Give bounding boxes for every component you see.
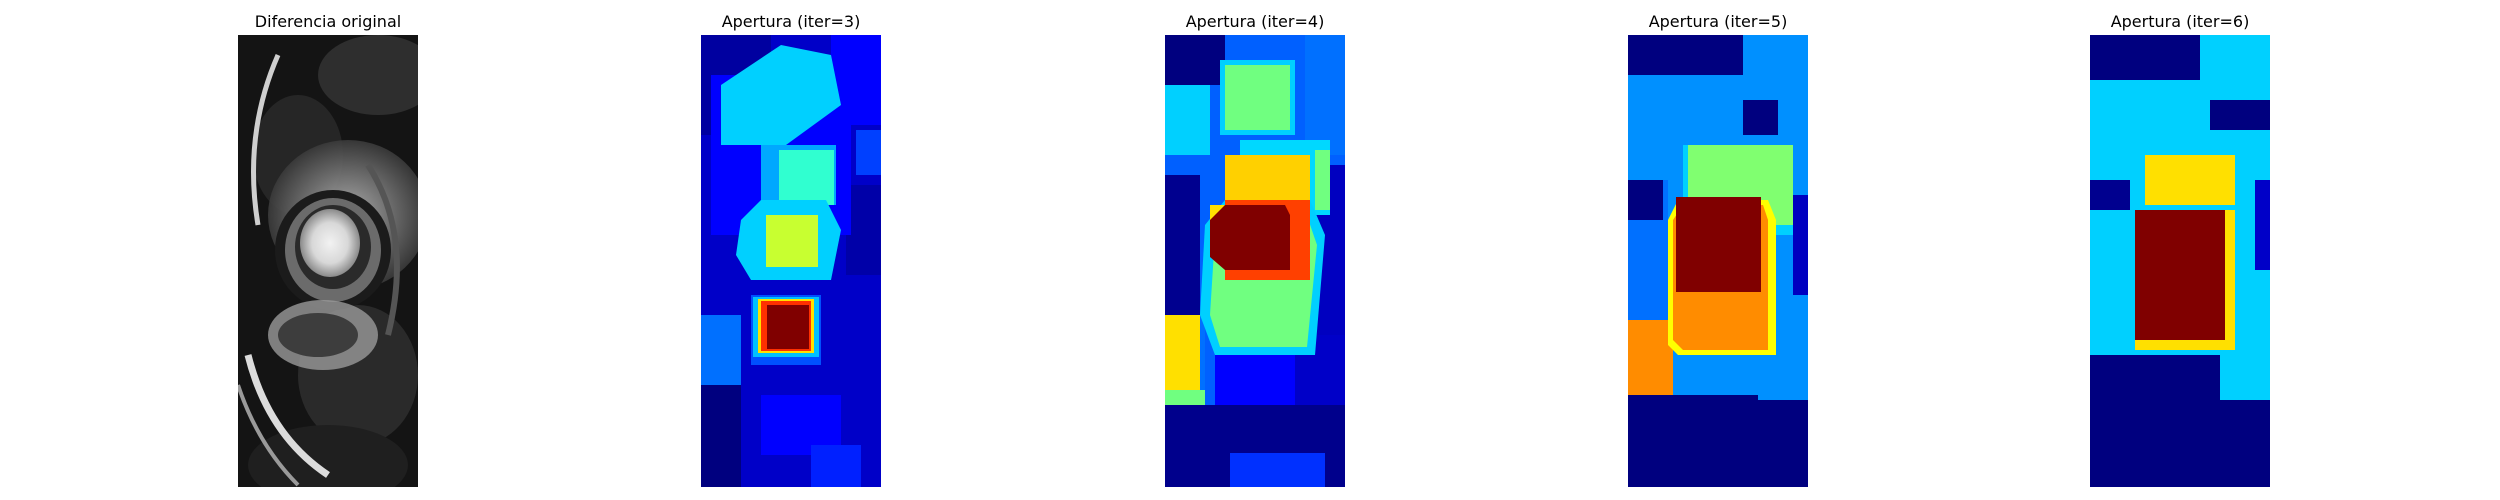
panel-title-iter6: Apertura (iter=6) (2110, 12, 2250, 31)
image-apertura-iter5 (1628, 35, 1808, 487)
panel-title-iter4: Apertura (iter=4) (1185, 12, 1325, 31)
panel-title-iter3: Apertura (iter=3) (721, 12, 861, 31)
image-apertura-iter3 (701, 35, 881, 487)
panel-title-iter5: Apertura (iter=5) (1648, 12, 1788, 31)
image-apertura-iter4 (1165, 35, 1345, 487)
image-apertura-iter6 (2090, 35, 2270, 487)
panel-title-original: Diferencia original (254, 12, 402, 31)
image-diferencia-original (238, 35, 418, 487)
